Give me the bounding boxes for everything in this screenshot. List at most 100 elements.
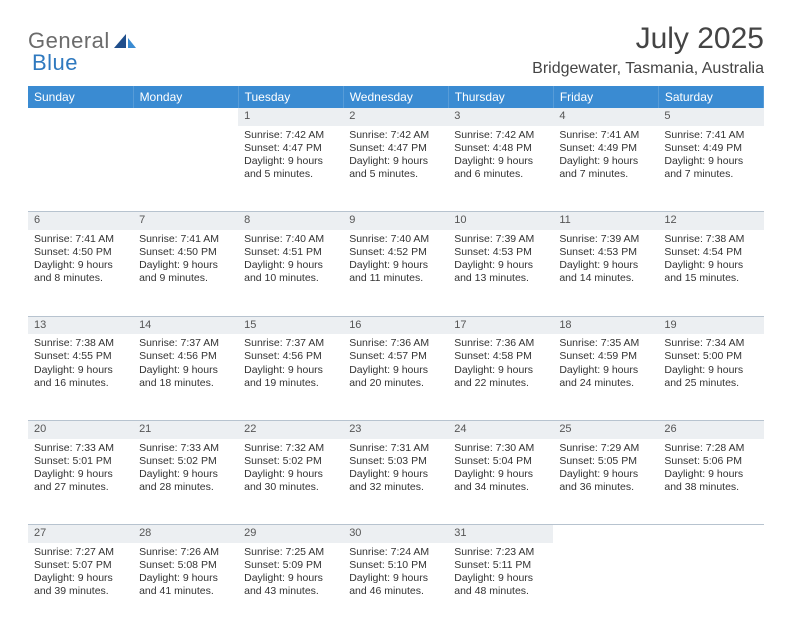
day2-text: and 39 minutes.	[34, 585, 127, 598]
day-cell-body: Sunrise: 7:37 AMSunset: 4:56 PMDaylight:…	[133, 334, 238, 396]
day-cell: Sunrise: 7:33 AMSunset: 5:01 PMDaylight:…	[28, 439, 133, 525]
sunrise-text: Sunrise: 7:35 AM	[559, 337, 652, 350]
day1-text: Daylight: 9 hours	[34, 259, 127, 272]
sunset-text: Sunset: 5:03 PM	[349, 455, 442, 468]
day-cell: Sunrise: 7:25 AMSunset: 5:09 PMDaylight:…	[238, 543, 343, 629]
day-number	[133, 108, 238, 112]
sunrise-text: Sunrise: 7:32 AM	[244, 442, 337, 455]
day1-text: Daylight: 9 hours	[244, 364, 337, 377]
day1-text: Daylight: 9 hours	[454, 468, 547, 481]
weekday-header: Wednesday	[343, 86, 448, 108]
day-cell-body: Sunrise: 7:34 AMSunset: 5:00 PMDaylight:…	[658, 334, 763, 396]
sunset-text: Sunset: 4:49 PM	[664, 142, 757, 155]
day1-text: Daylight: 9 hours	[244, 259, 337, 272]
day1-text: Daylight: 9 hours	[454, 364, 547, 377]
day-number: 3	[448, 108, 553, 126]
day-cell	[133, 126, 238, 212]
day1-text: Daylight: 9 hours	[454, 572, 547, 585]
day-cell: Sunrise: 7:38 AMSunset: 4:55 PMDaylight:…	[28, 334, 133, 420]
day-cell: Sunrise: 7:41 AMSunset: 4:50 PMDaylight:…	[28, 230, 133, 316]
day2-text: and 19 minutes.	[244, 377, 337, 390]
weekday-header: Saturday	[658, 86, 763, 108]
day-cell-body: Sunrise: 7:37 AMSunset: 4:56 PMDaylight:…	[238, 334, 343, 396]
week-row: Sunrise: 7:41 AMSunset: 4:50 PMDaylight:…	[28, 230, 764, 316]
sunrise-text: Sunrise: 7:23 AM	[454, 546, 547, 559]
sunset-text: Sunset: 5:02 PM	[139, 455, 232, 468]
day1-text: Daylight: 9 hours	[559, 468, 652, 481]
day-cell-body: Sunrise: 7:36 AMSunset: 4:58 PMDaylight:…	[448, 334, 553, 396]
day-cell-body: Sunrise: 7:30 AMSunset: 5:04 PMDaylight:…	[448, 439, 553, 501]
sunset-text: Sunset: 5:07 PM	[34, 559, 127, 572]
day2-text: and 13 minutes.	[454, 272, 547, 285]
day-cell	[553, 543, 658, 629]
day-number: 21	[133, 421, 238, 439]
day2-text: and 22 minutes.	[454, 377, 547, 390]
day-cell: Sunrise: 7:23 AMSunset: 5:11 PMDaylight:…	[448, 543, 553, 629]
day-number: 13	[28, 317, 133, 335]
day-number: 14	[133, 317, 238, 335]
day-number: 30	[343, 525, 448, 543]
day-cell: Sunrise: 7:39 AMSunset: 4:53 PMDaylight:…	[448, 230, 553, 316]
day-cell: Sunrise: 7:40 AMSunset: 4:51 PMDaylight:…	[238, 230, 343, 316]
sunrise-text: Sunrise: 7:39 AM	[454, 233, 547, 246]
sunset-text: Sunset: 5:00 PM	[664, 350, 757, 363]
day-number: 15	[238, 317, 343, 335]
sunset-text: Sunset: 4:53 PM	[559, 246, 652, 259]
day-cell-body: Sunrise: 7:27 AMSunset: 5:07 PMDaylight:…	[28, 543, 133, 605]
day-cell-body: Sunrise: 7:33 AMSunset: 5:01 PMDaylight:…	[28, 439, 133, 501]
weekday-header: Friday	[553, 86, 658, 108]
daynum-row: 12345	[28, 108, 764, 126]
day-cell-body: Sunrise: 7:29 AMSunset: 5:05 PMDaylight:…	[553, 439, 658, 501]
day2-text: and 18 minutes.	[139, 377, 232, 390]
sunset-text: Sunset: 4:56 PM	[244, 350, 337, 363]
sunrise-text: Sunrise: 7:42 AM	[454, 129, 547, 142]
day-cell: Sunrise: 7:26 AMSunset: 5:08 PMDaylight:…	[133, 543, 238, 629]
day-number: 22	[238, 421, 343, 439]
day1-text: Daylight: 9 hours	[34, 468, 127, 481]
sunset-text: Sunset: 4:53 PM	[454, 246, 547, 259]
day-number: 16	[343, 317, 448, 335]
sunset-text: Sunset: 4:57 PM	[349, 350, 442, 363]
day2-text: and 34 minutes.	[454, 481, 547, 494]
sunrise-text: Sunrise: 7:29 AM	[559, 442, 652, 455]
logo-blue-wrap: Blue	[32, 50, 78, 76]
daynum-row: 20212223242526	[28, 420, 764, 438]
calendar-page: General July 2025 Bridgewater, Tasmania,…	[0, 0, 792, 612]
day-cell-body: Sunrise: 7:36 AMSunset: 4:57 PMDaylight:…	[343, 334, 448, 396]
day-cell-body: Sunrise: 7:32 AMSunset: 5:02 PMDaylight:…	[238, 439, 343, 501]
day-cell: Sunrise: 7:35 AMSunset: 4:59 PMDaylight:…	[553, 334, 658, 420]
day1-text: Daylight: 9 hours	[244, 572, 337, 585]
day-cell-body: Sunrise: 7:39 AMSunset: 4:53 PMDaylight:…	[553, 230, 658, 292]
sunset-text: Sunset: 4:47 PM	[244, 142, 337, 155]
day-number: 17	[448, 317, 553, 335]
day2-text: and 14 minutes.	[559, 272, 652, 285]
day-cell-body: Sunrise: 7:26 AMSunset: 5:08 PMDaylight:…	[133, 543, 238, 605]
day-cell-body: Sunrise: 7:25 AMSunset: 5:09 PMDaylight:…	[238, 543, 343, 605]
day-cell-body: Sunrise: 7:35 AMSunset: 4:59 PMDaylight:…	[553, 334, 658, 396]
day-number: 29	[238, 525, 343, 543]
sunrise-text: Sunrise: 7:37 AM	[139, 337, 232, 350]
day-number: 6	[28, 212, 133, 230]
day1-text: Daylight: 9 hours	[139, 259, 232, 272]
day-cell	[658, 543, 763, 629]
day1-text: Daylight: 9 hours	[244, 155, 337, 168]
week-row: Sunrise: 7:38 AMSunset: 4:55 PMDaylight:…	[28, 334, 764, 420]
sunrise-text: Sunrise: 7:31 AM	[349, 442, 442, 455]
sunrise-text: Sunrise: 7:41 AM	[559, 129, 652, 142]
day-number: 27	[28, 525, 133, 543]
day2-text: and 7 minutes.	[559, 168, 652, 181]
sunrise-text: Sunrise: 7:41 AM	[664, 129, 757, 142]
sunset-text: Sunset: 5:09 PM	[244, 559, 337, 572]
sunrise-text: Sunrise: 7:33 AM	[34, 442, 127, 455]
day-cell: Sunrise: 7:41 AMSunset: 4:49 PMDaylight:…	[553, 126, 658, 212]
day1-text: Daylight: 9 hours	[454, 259, 547, 272]
day-number: 2	[343, 108, 448, 126]
sunrise-text: Sunrise: 7:37 AM	[244, 337, 337, 350]
day1-text: Daylight: 9 hours	[559, 259, 652, 272]
day-cell: Sunrise: 7:39 AMSunset: 4:53 PMDaylight:…	[553, 230, 658, 316]
sunrise-text: Sunrise: 7:28 AM	[664, 442, 757, 455]
sunset-text: Sunset: 4:50 PM	[34, 246, 127, 259]
day1-text: Daylight: 9 hours	[349, 572, 442, 585]
sunrise-text: Sunrise: 7:33 AM	[139, 442, 232, 455]
sunset-text: Sunset: 4:49 PM	[559, 142, 652, 155]
